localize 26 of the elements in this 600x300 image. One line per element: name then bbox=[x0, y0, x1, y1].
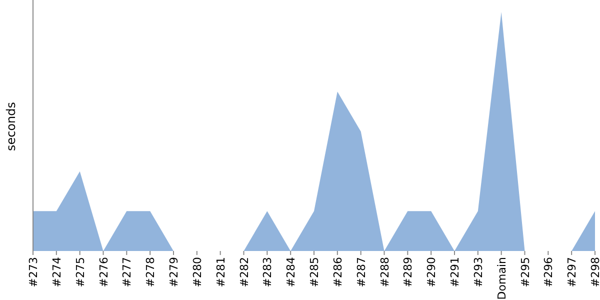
x-tick-label: #285 bbox=[308, 257, 321, 288]
x-tick-label: #295 bbox=[518, 257, 532, 288]
x-tick-label: #281 bbox=[214, 257, 228, 288]
x-tick-label: #297 bbox=[566, 257, 579, 288]
x-tick-label: #293 bbox=[472, 257, 485, 288]
x-tick-label: #274 bbox=[50, 257, 64, 288]
x-tick-label: #286 bbox=[331, 257, 344, 288]
x-tick-label: #278 bbox=[144, 257, 158, 288]
x-tick-label: #276 bbox=[97, 257, 110, 288]
x-tick-label: #298 bbox=[589, 257, 600, 288]
x-tick-label: #275 bbox=[74, 257, 87, 288]
x-tick-label: #277 bbox=[120, 257, 134, 288]
x-tick-label: #289 bbox=[402, 257, 415, 288]
x-tick-label: #273 bbox=[27, 257, 40, 288]
x-tick-label: #284 bbox=[284, 257, 298, 288]
x-tick-label: #291 bbox=[448, 257, 462, 288]
x-tick-label: #296 bbox=[542, 257, 556, 288]
x-tick-label: #279 bbox=[168, 257, 180, 288]
x-tick-label: #283 bbox=[261, 257, 274, 288]
x-tick-label: #287 bbox=[354, 257, 368, 288]
x-tick-label: #280 bbox=[190, 257, 204, 288]
y-axis-title: seconds bbox=[4, 102, 18, 152]
x-tick-label: #282 bbox=[238, 257, 251, 288]
x-tick-label: #288 bbox=[378, 257, 392, 288]
x-tick-label: Domain bbox=[495, 256, 508, 300]
x-tick-label: #290 bbox=[425, 257, 438, 288]
